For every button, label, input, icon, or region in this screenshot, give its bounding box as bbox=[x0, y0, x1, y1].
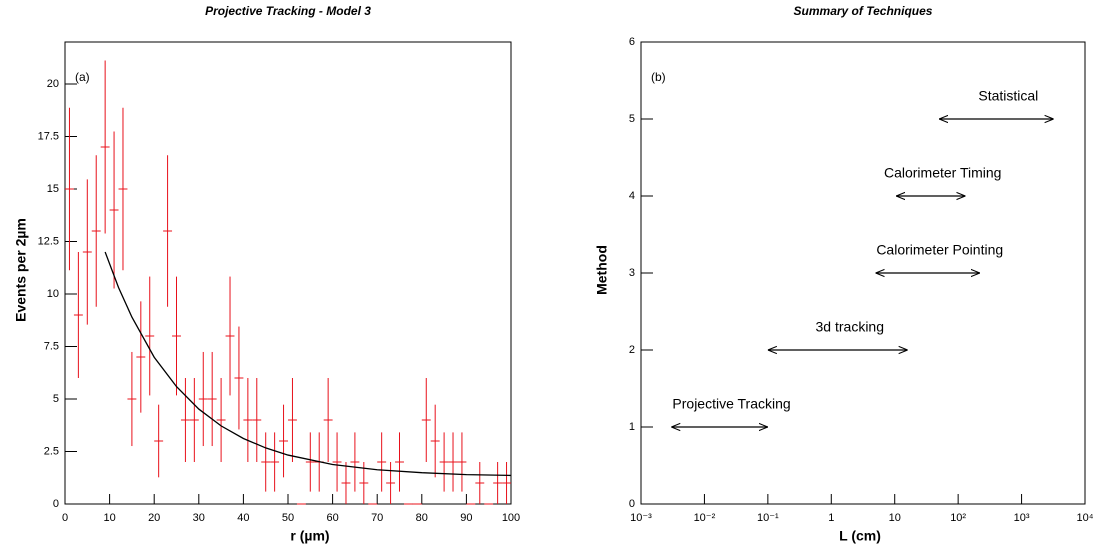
y-axis-label: Method bbox=[594, 245, 610, 295]
x-tick-label: 10⁻³ bbox=[630, 512, 652, 524]
x-tick-label: 20 bbox=[148, 512, 160, 524]
x-tick-label: 10⁻² bbox=[694, 512, 716, 524]
y-tick-label: 10 bbox=[47, 288, 59, 300]
y-tick-label: 2.5 bbox=[44, 445, 59, 457]
x-tick-label: 10 bbox=[889, 512, 901, 524]
chart-title: Summary of Techniques bbox=[794, 4, 933, 18]
range-label: 3d tracking bbox=[816, 319, 884, 335]
y-tick-label: 5 bbox=[53, 393, 59, 405]
x-tick-label: 10⁴ bbox=[1077, 512, 1094, 524]
x-tick-label: 100 bbox=[502, 512, 520, 524]
panel-label: (b) bbox=[651, 70, 666, 84]
x-tick-label: 0 bbox=[62, 512, 68, 524]
y-tick-label: 6 bbox=[629, 36, 635, 48]
x-tick-label: 10⁻¹ bbox=[757, 512, 779, 524]
x-axis-label: L (cm) bbox=[839, 528, 881, 544]
range-label: Projective Tracking bbox=[672, 396, 790, 412]
range-label: Statistical bbox=[978, 88, 1038, 104]
x-tick-label: 10² bbox=[950, 512, 966, 524]
y-tick-label: 15 bbox=[47, 183, 59, 195]
range-label: Calorimeter Pointing bbox=[876, 242, 1003, 258]
y-tick-label: 2 bbox=[629, 344, 635, 356]
y-tick-label: 17.5 bbox=[38, 130, 59, 142]
y-tick-label: 0 bbox=[629, 498, 635, 510]
y-tick-label: 1 bbox=[629, 421, 635, 433]
plot-frame bbox=[640, 41, 1086, 505]
x-tick-label: 1 bbox=[828, 512, 834, 524]
y-tick-label: 3 bbox=[629, 267, 635, 279]
y-tick-label: 4 bbox=[629, 190, 635, 202]
x-tick-label: 80 bbox=[416, 512, 428, 524]
x-tick-label: 60 bbox=[326, 512, 338, 524]
x-tick-label: 50 bbox=[282, 512, 294, 524]
range-label: Calorimeter Timing bbox=[884, 165, 1001, 181]
fit-curve bbox=[104, 251, 512, 477]
y-tick-label: 20 bbox=[47, 78, 59, 90]
x-tick-label: 10 bbox=[103, 512, 115, 524]
y-tick-label: 0 bbox=[53, 498, 59, 510]
y-tick-label: 12.5 bbox=[38, 235, 59, 247]
y-tick-label: 7.5 bbox=[44, 340, 59, 352]
panel-label: (a) bbox=[75, 70, 90, 84]
x-tick-label: 30 bbox=[193, 512, 205, 524]
y-tick-label: 5 bbox=[629, 113, 635, 125]
x-tick-label: 10³ bbox=[1014, 512, 1030, 524]
x-tick-label: 70 bbox=[371, 512, 383, 524]
y-axis-label: Events per 2µm bbox=[13, 218, 29, 322]
x-tick-label: 40 bbox=[237, 512, 249, 524]
chart-title: Projective Tracking - Model 3 bbox=[205, 4, 371, 18]
x-axis-label: r (µm) bbox=[290, 528, 329, 544]
x-tick-label: 90 bbox=[460, 512, 472, 524]
